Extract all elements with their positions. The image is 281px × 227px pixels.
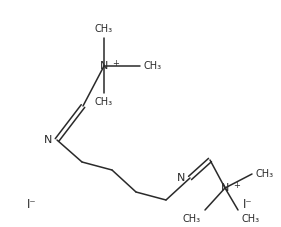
Text: I⁻: I⁻ <box>27 198 37 212</box>
Text: I⁻: I⁻ <box>243 198 253 212</box>
Text: N: N <box>44 135 52 145</box>
Text: CH₃: CH₃ <box>242 214 260 224</box>
Text: CH₃: CH₃ <box>183 214 201 224</box>
Text: CH₃: CH₃ <box>144 61 162 71</box>
Text: N: N <box>177 173 185 183</box>
Text: CH₃: CH₃ <box>256 169 274 179</box>
Text: CH₃: CH₃ <box>95 97 113 107</box>
Text: CH₃: CH₃ <box>95 24 113 34</box>
Text: N: N <box>100 61 108 71</box>
Text: N: N <box>221 183 229 193</box>
Text: +: + <box>112 59 119 68</box>
Text: +: + <box>233 181 240 190</box>
